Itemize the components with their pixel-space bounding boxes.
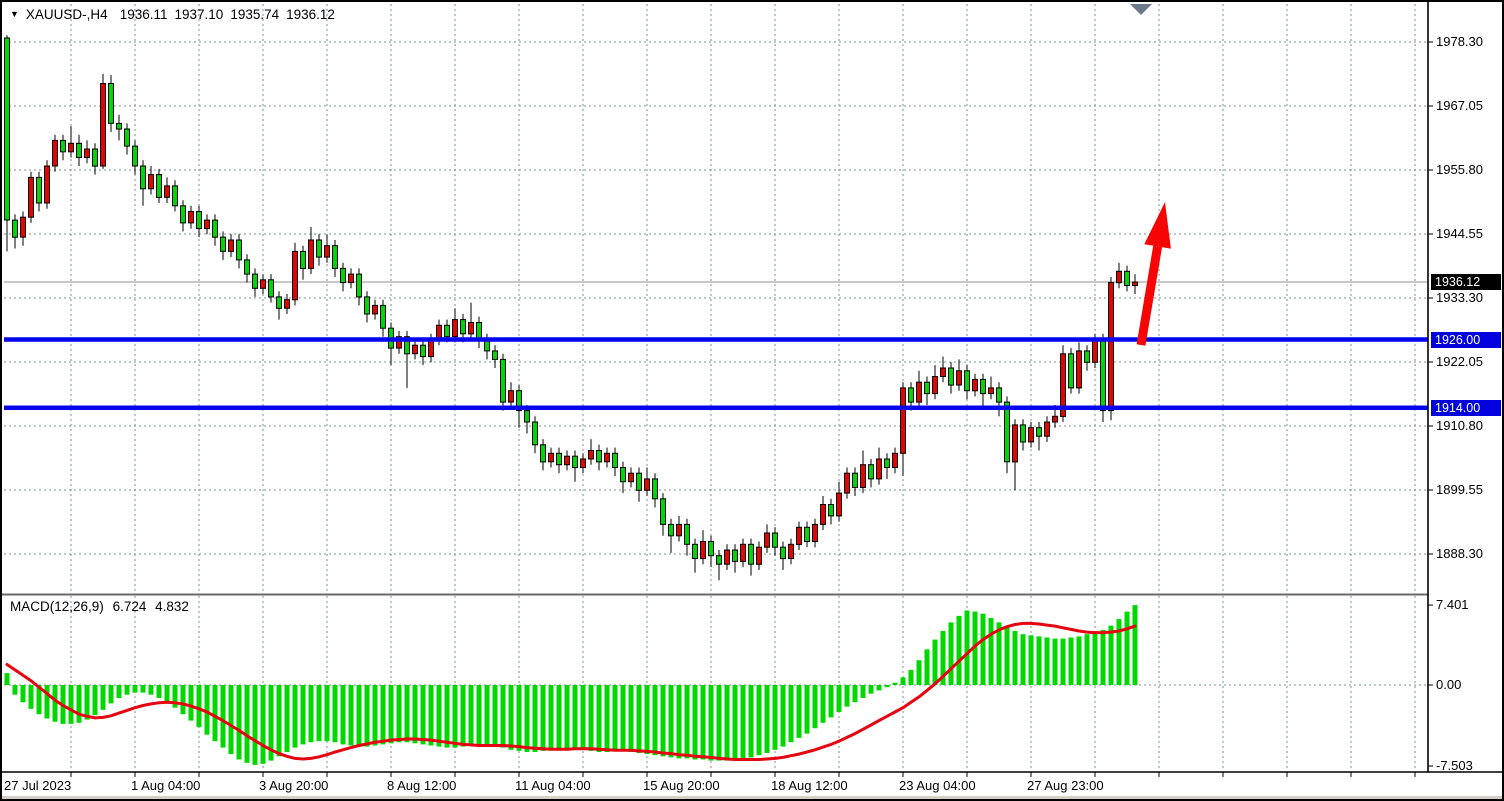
- macd-main-value: 6.724: [112, 599, 147, 614]
- macd-signal-line: [5, 621, 1137, 761]
- price-axis-label: 1888.30: [1436, 546, 1483, 561]
- symbol-dropdown-icon[interactable]: ▼: [10, 8, 19, 19]
- symbol-timeframe-label: XAUUSD-,H4: [25, 7, 108, 22]
- symbol-title: ▼ XAUUSD-,H4 1936.11 1937.10 1935.74 193…: [10, 7, 342, 22]
- up-arrow-annotation[interactable]: [1136, 202, 1171, 346]
- price-axis-label: 1955.80: [1436, 162, 1483, 177]
- macd-axis-label: 7.401: [1436, 597, 1469, 613]
- price-axis-label: 1967.05: [1436, 98, 1483, 113]
- macd-signal-value: 4.832: [155, 599, 189, 614]
- quote-low: 1935.74: [230, 7, 280, 22]
- current-price-tag: 1936.12: [1431, 273, 1501, 290]
- macd-name: MACD(12,26,9): [10, 599, 104, 614]
- time-axis-label: 11 Aug 04:00: [515, 778, 591, 793]
- price-axis-label: 1899.55: [1436, 482, 1483, 497]
- time-axis-label: 1 Aug 04:00: [131, 778, 201, 793]
- candles-layer: [4, 35, 1138, 581]
- time-axis-label: 3 Aug 20:00: [259, 778, 329, 793]
- hline-price-tag: 1926.00: [1431, 331, 1501, 348]
- time-axis-label: 27 Jul 2023: [4, 778, 72, 793]
- time-axis-label: 27 Aug 23:00: [1027, 778, 1104, 793]
- price-axis-label: 1978.30: [1436, 34, 1483, 49]
- price-axis-label: 1922.05: [1436, 354, 1483, 369]
- macd-axis-label: 0.00: [1436, 677, 1462, 692]
- time-axis-label: 23 Aug 04:00: [899, 778, 976, 793]
- macd-indicator-label: MACD(12,26,9) 6.724 4.832: [10, 599, 194, 614]
- price-axis-label: 1944.55: [1436, 226, 1483, 241]
- window-bottom-edge: [2, 796, 1502, 799]
- time-axis-label: 8 Aug 12:00: [387, 778, 457, 793]
- macd-axis-label: -7.503: [1436, 758, 1473, 774]
- quote-high: 1937.10: [174, 7, 224, 22]
- hline-price-tag: 1914.00: [1431, 399, 1501, 416]
- time-axis-label: 15 Aug 20:00: [643, 778, 720, 793]
- time-axis-label: 18 Aug 12:00: [771, 778, 848, 793]
- quote-open: 1936.11: [119, 7, 168, 22]
- quote-close: 1936.12: [286, 7, 335, 22]
- price-axis-label: 1910.80: [1436, 418, 1483, 433]
- axis-ticks: [70, 41, 1433, 777]
- macd-histogram: [4, 605, 1138, 765]
- price-axis-label: 1933.30: [1436, 290, 1483, 305]
- chart-shift-marker-icon[interactable]: [1130, 4, 1152, 15]
